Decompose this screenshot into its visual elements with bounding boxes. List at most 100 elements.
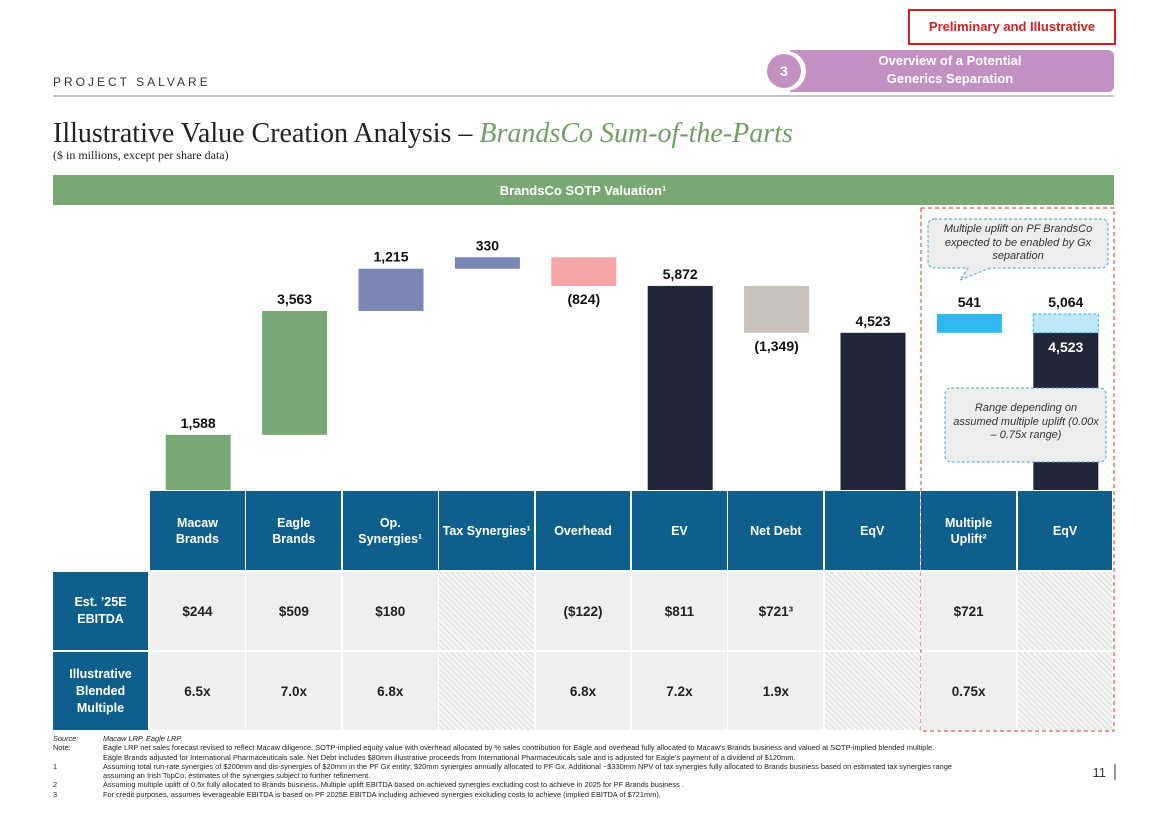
title-main: Illustrative Value Creation Analysis – <box>53 118 479 149</box>
cell-text: 7.0x <box>280 683 307 699</box>
column-header-text: EqV <box>1052 523 1078 538</box>
cell-text: $244 <box>182 603 213 619</box>
cell-text: $509 <box>278 603 309 619</box>
cell-text: $721 <box>953 603 984 619</box>
range-bar <box>1032 313 1099 334</box>
cell-text: 6.8x <box>377 683 404 699</box>
cell: 7.2x <box>632 652 727 730</box>
footnote-text: For credit purposes, assumes leverageabl… <box>103 789 661 799</box>
bar <box>744 285 810 333</box>
bar <box>165 434 231 490</box>
value-label: (824) <box>567 291 600 307</box>
footnote-text: Assuming multiple uplift of 0.5x fully a… <box>103 780 684 790</box>
cell-text: 6.5x <box>184 683 211 699</box>
callout-text: Range depending on assumed multiple upli… <box>953 402 1099 441</box>
cell: 0.75x <box>921 652 1017 730</box>
column-header-text: EqV <box>860 523 885 538</box>
callout-box <box>927 218 1109 282</box>
band <box>53 175 1114 205</box>
footnote-text: Eagle LRP net sales forecast revised to … <box>103 743 935 762</box>
empty-cell <box>439 572 535 650</box>
footnote: Source: Macaw LRP. Eagle LRP. <box>53 734 953 743</box>
value-label: 1,588 <box>181 415 216 431</box>
footnotes: Source: Macaw LRP. Eagle LRP. Note: Eagle L… <box>53 734 953 799</box>
section-circle <box>767 54 801 88</box>
cell: $244 <box>150 572 245 650</box>
footnote: Note: Eagle LRP net sales forecast revise… <box>53 743 953 762</box>
title-accent: BrandsCo Sum-of-the-Parts <box>479 118 793 149</box>
footnote: 1 Assuming total run-rate synergies of $2… <box>53 762 953 781</box>
cell: $721 <box>921 572 1017 650</box>
cell-text: ($122) <box>563 603 603 619</box>
column-header-text: Net Debt <box>750 523 802 538</box>
section-pill <box>790 50 1114 92</box>
cell: 7.0x <box>246 652 342 730</box>
cell: $811 <box>632 572 727 650</box>
section-title: Overview of a Potential Generics Separat… <box>878 53 1022 86</box>
column-header: EV <box>632 491 727 570</box>
cell: 6.8x <box>342 652 438 730</box>
column-header: Tax Synergies¹ <box>439 491 535 570</box>
column-header: Op. Synergies¹ <box>342 491 438 570</box>
column-header: Overhead <box>535 491 631 570</box>
bars: 1,588 3,563 1,215 330 (824) 5,872 (1,349) 4,523… <box>165 237 1099 490</box>
bar <box>262 310 328 435</box>
row-header-text: Est. ’25E EBITDA <box>74 595 127 626</box>
column-header: Macaw Brands <box>150 491 245 570</box>
value-label: 330 <box>476 237 500 253</box>
column-header: Eagle Brands <box>246 491 342 570</box>
empty-cell <box>1017 652 1113 730</box>
footnote-marker: 3 <box>53 789 58 799</box>
footnote-text: Macaw LRP. Eagle LRP. <box>103 734 183 743</box>
column-header-text: Eagle Brands <box>272 515 316 546</box>
cell-text: $811 <box>664 603 695 619</box>
highlight-box <box>920 207 1115 732</box>
empty-cell <box>824 572 920 650</box>
column-header: EqV <box>824 491 920 570</box>
value-label: 5,064 <box>1048 294 1083 310</box>
empty-cell <box>824 652 920 730</box>
cell: 6.8x <box>535 652 631 730</box>
callout-text: Multiple uplift on PF BrandsCo expected … <box>943 223 1093 262</box>
cell: 6.5x <box>150 652 245 730</box>
value-label: (1,349) <box>754 338 798 354</box>
badge-box <box>908 9 1116 45</box>
bar <box>358 268 424 311</box>
footnote-marker: Note: <box>53 743 71 753</box>
empty-cell <box>439 652 535 730</box>
page-number: 11 <box>1093 765 1107 780</box>
value-label: 4,523 <box>855 313 890 329</box>
cell: $509 <box>246 572 342 650</box>
footnote-marker: 2 <box>53 780 58 790</box>
footnote: 2 Assuming multiple uplift of 0.5x fully … <box>53 780 953 789</box>
row-header: Est. ’25E EBITDA <box>53 572 148 650</box>
value-label: 1,215 <box>373 249 408 265</box>
row-header: Illustrative Blended Multiple <box>53 652 148 730</box>
cell-text: 6.8x <box>569 683 597 699</box>
cell-text: $721³ <box>758 603 794 619</box>
column-header: Multiple Uplift² <box>921 491 1017 570</box>
value-label: 5,872 <box>663 266 698 282</box>
row-header-text: Illustrative Blended Multiple <box>69 666 132 715</box>
empty-cell <box>1017 572 1113 650</box>
footnote-marker: Source: <box>53 734 79 743</box>
footnote-marker: 1 <box>53 761 58 771</box>
bar <box>840 332 906 490</box>
value-label: 541 <box>958 294 982 310</box>
cell-text: 1.9x <box>762 683 789 699</box>
cell: 1.9x <box>728 652 824 730</box>
footnote: 3 For credit purposes, assumes leverageab… <box>53 790 953 799</box>
subtitle: ($ in millions, except per share data) <box>53 148 229 162</box>
band-title: BrandsCo SOTP Valuation¹ <box>500 183 667 198</box>
bar <box>936 313 1002 333</box>
column-header-text: EV <box>671 523 688 538</box>
cell: $180 <box>342 572 438 650</box>
callout-box <box>944 387 1107 463</box>
cell-text: 7.2x <box>666 683 693 699</box>
column-header-text: Macaw Brands <box>175 515 219 546</box>
project-name: PROJECT SALVARE <box>53 75 211 89</box>
bar <box>454 257 520 269</box>
bar <box>647 285 713 490</box>
